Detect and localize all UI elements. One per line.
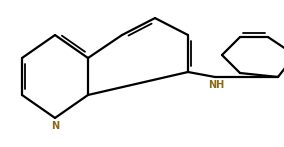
Text: N: N: [51, 121, 59, 131]
Text: NH: NH: [208, 80, 225, 90]
